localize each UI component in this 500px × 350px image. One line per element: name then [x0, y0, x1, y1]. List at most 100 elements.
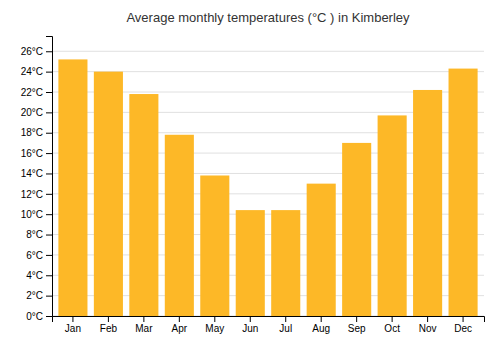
y-tick-mark — [46, 296, 52, 297]
y-tick: 26°C — [21, 46, 52, 57]
x-tick-mark — [143, 316, 144, 322]
x-tick: Mar — [135, 316, 153, 334]
x-tick-mark — [321, 316, 322, 322]
y-tick-label: 8°C — [26, 229, 43, 240]
y-tick: 4°C — [26, 270, 52, 281]
x-tick-mark — [108, 316, 109, 322]
bar — [378, 115, 407, 316]
y-tick-label: 16°C — [21, 148, 43, 159]
y-tick-label: 2°C — [26, 290, 43, 301]
x-tick: Jun — [242, 316, 258, 334]
x-tick: Dec — [454, 316, 472, 334]
bar — [165, 135, 194, 316]
bar — [129, 94, 158, 316]
bar — [58, 59, 87, 316]
x-tick: Oct — [384, 316, 400, 334]
y-tick-mark — [46, 255, 52, 256]
y-tick: 0°C — [26, 311, 52, 322]
x-tick-label: Mar — [135, 323, 153, 334]
y-tick-mark — [46, 51, 52, 52]
x-tick: Jan — [65, 316, 81, 334]
x-tick-label: Oct — [384, 323, 400, 334]
y-tick-label: 12°C — [21, 189, 43, 200]
y-axis: 0°C 2°C 4°C 6°C 8°C 10°C 12°C 14°C 16°C 18°C 20°C 2… — [21, 37, 53, 322]
y-tick-mark — [46, 275, 52, 276]
y-tick: 22°C — [21, 87, 52, 98]
y-tick: 2°C — [26, 290, 52, 301]
bar — [236, 210, 265, 316]
x-axis-line — [53, 317, 485, 323]
grid-line — [52, 51, 484, 52]
x-tick-label: Apr — [172, 323, 188, 334]
y-tick-mark — [46, 194, 52, 195]
y-tick-mark — [46, 72, 52, 73]
y-tick: 20°C — [21, 107, 52, 118]
x-tick: Jul — [279, 316, 292, 334]
x-tick-mark — [356, 316, 357, 322]
y-tick: 18°C — [21, 127, 52, 138]
x-tick-label: Jan — [65, 323, 81, 334]
x-tick-mark — [463, 316, 464, 322]
plot-area: 0°C 2°C 4°C 6°C 8°C 10°C 12°C 14°C 16°C 18°C 20°C 2… — [21, 37, 485, 335]
x-tick-label: Jun — [242, 323, 258, 334]
y-tick: 24°C — [21, 66, 52, 77]
x-tick-label: Sep — [348, 323, 366, 334]
x-tick-mark — [179, 316, 180, 322]
x-tick: May — [205, 316, 224, 334]
x-tick: Sep — [348, 316, 366, 334]
x-tick-mark — [285, 316, 286, 322]
bar — [200, 175, 229, 316]
x-tick-label: Jul — [279, 323, 292, 334]
chart-container: 0°C 2°C 4°C 6°C 8°C 10°C 12°C 14°C 16°C 18°C 20°C 2… — [0, 0, 500, 350]
title: Average monthly temperatures (°C ) in Ki… — [126, 10, 410, 25]
y-tick-label: 6°C — [26, 250, 43, 261]
bar — [307, 184, 336, 316]
y-tick: 14°C — [21, 168, 52, 179]
x-tick-label: Aug — [312, 323, 330, 334]
y-tick-mark — [46, 153, 52, 154]
y-tick-mark — [46, 235, 52, 236]
y-tick-label: 26°C — [21, 46, 43, 57]
x-tick-mark — [250, 316, 251, 322]
y-tick: 12°C — [21, 189, 52, 200]
y-tick-mark — [46, 173, 52, 174]
x-tick-label: Nov — [419, 323, 437, 334]
y-tick-label: 10°C — [21, 209, 43, 220]
x-tick: Feb — [100, 316, 118, 334]
x-tick-mark — [214, 316, 215, 322]
y-tick-label: 22°C — [21, 87, 43, 98]
y-tick-label: 20°C — [21, 107, 43, 118]
y-tick-label: 14°C — [21, 168, 43, 179]
x-tick-mark — [392, 316, 393, 322]
chart-svg: 0°C 2°C 4°C 6°C 8°C 10°C 12°C 14°C 16°C 18°C 20°C 2… — [0, 0, 500, 350]
x-tick: Aug — [312, 316, 330, 334]
x-tick-label: Dec — [454, 323, 472, 334]
y-tick: 8°C — [26, 229, 52, 240]
bar — [413, 90, 442, 316]
bar — [342, 143, 371, 316]
bar — [449, 69, 478, 316]
x-axis: Jan Feb Mar Apr May Jun Jul Aug Sep Oct Nov Dec — [53, 316, 485, 334]
y-tick: 16°C — [21, 148, 52, 159]
y-tick-mark — [46, 133, 52, 134]
y-tick-mark — [46, 112, 52, 113]
y-axis-line — [46, 37, 53, 317]
y-tick-label: 4°C — [26, 270, 43, 281]
x-tick-mark — [72, 316, 73, 322]
y-tick-mark — [46, 316, 52, 317]
x-tick-label: Feb — [100, 323, 118, 334]
x-tick-mark — [427, 316, 428, 322]
y-tick-label: 0°C — [26, 311, 43, 322]
y-tick-label: 18°C — [21, 127, 43, 138]
y-tick-label: 24°C — [21, 66, 43, 77]
y-tick: 6°C — [26, 250, 52, 261]
x-tick-label: May — [205, 323, 224, 334]
bars — [58, 59, 477, 316]
y-tick-mark — [46, 214, 52, 215]
y-tick-mark — [46, 92, 52, 93]
bar — [94, 72, 123, 316]
bar — [271, 210, 300, 316]
grid — [52, 51, 484, 316]
x-tick: Apr — [172, 316, 188, 334]
x-tick: Nov — [419, 316, 437, 334]
